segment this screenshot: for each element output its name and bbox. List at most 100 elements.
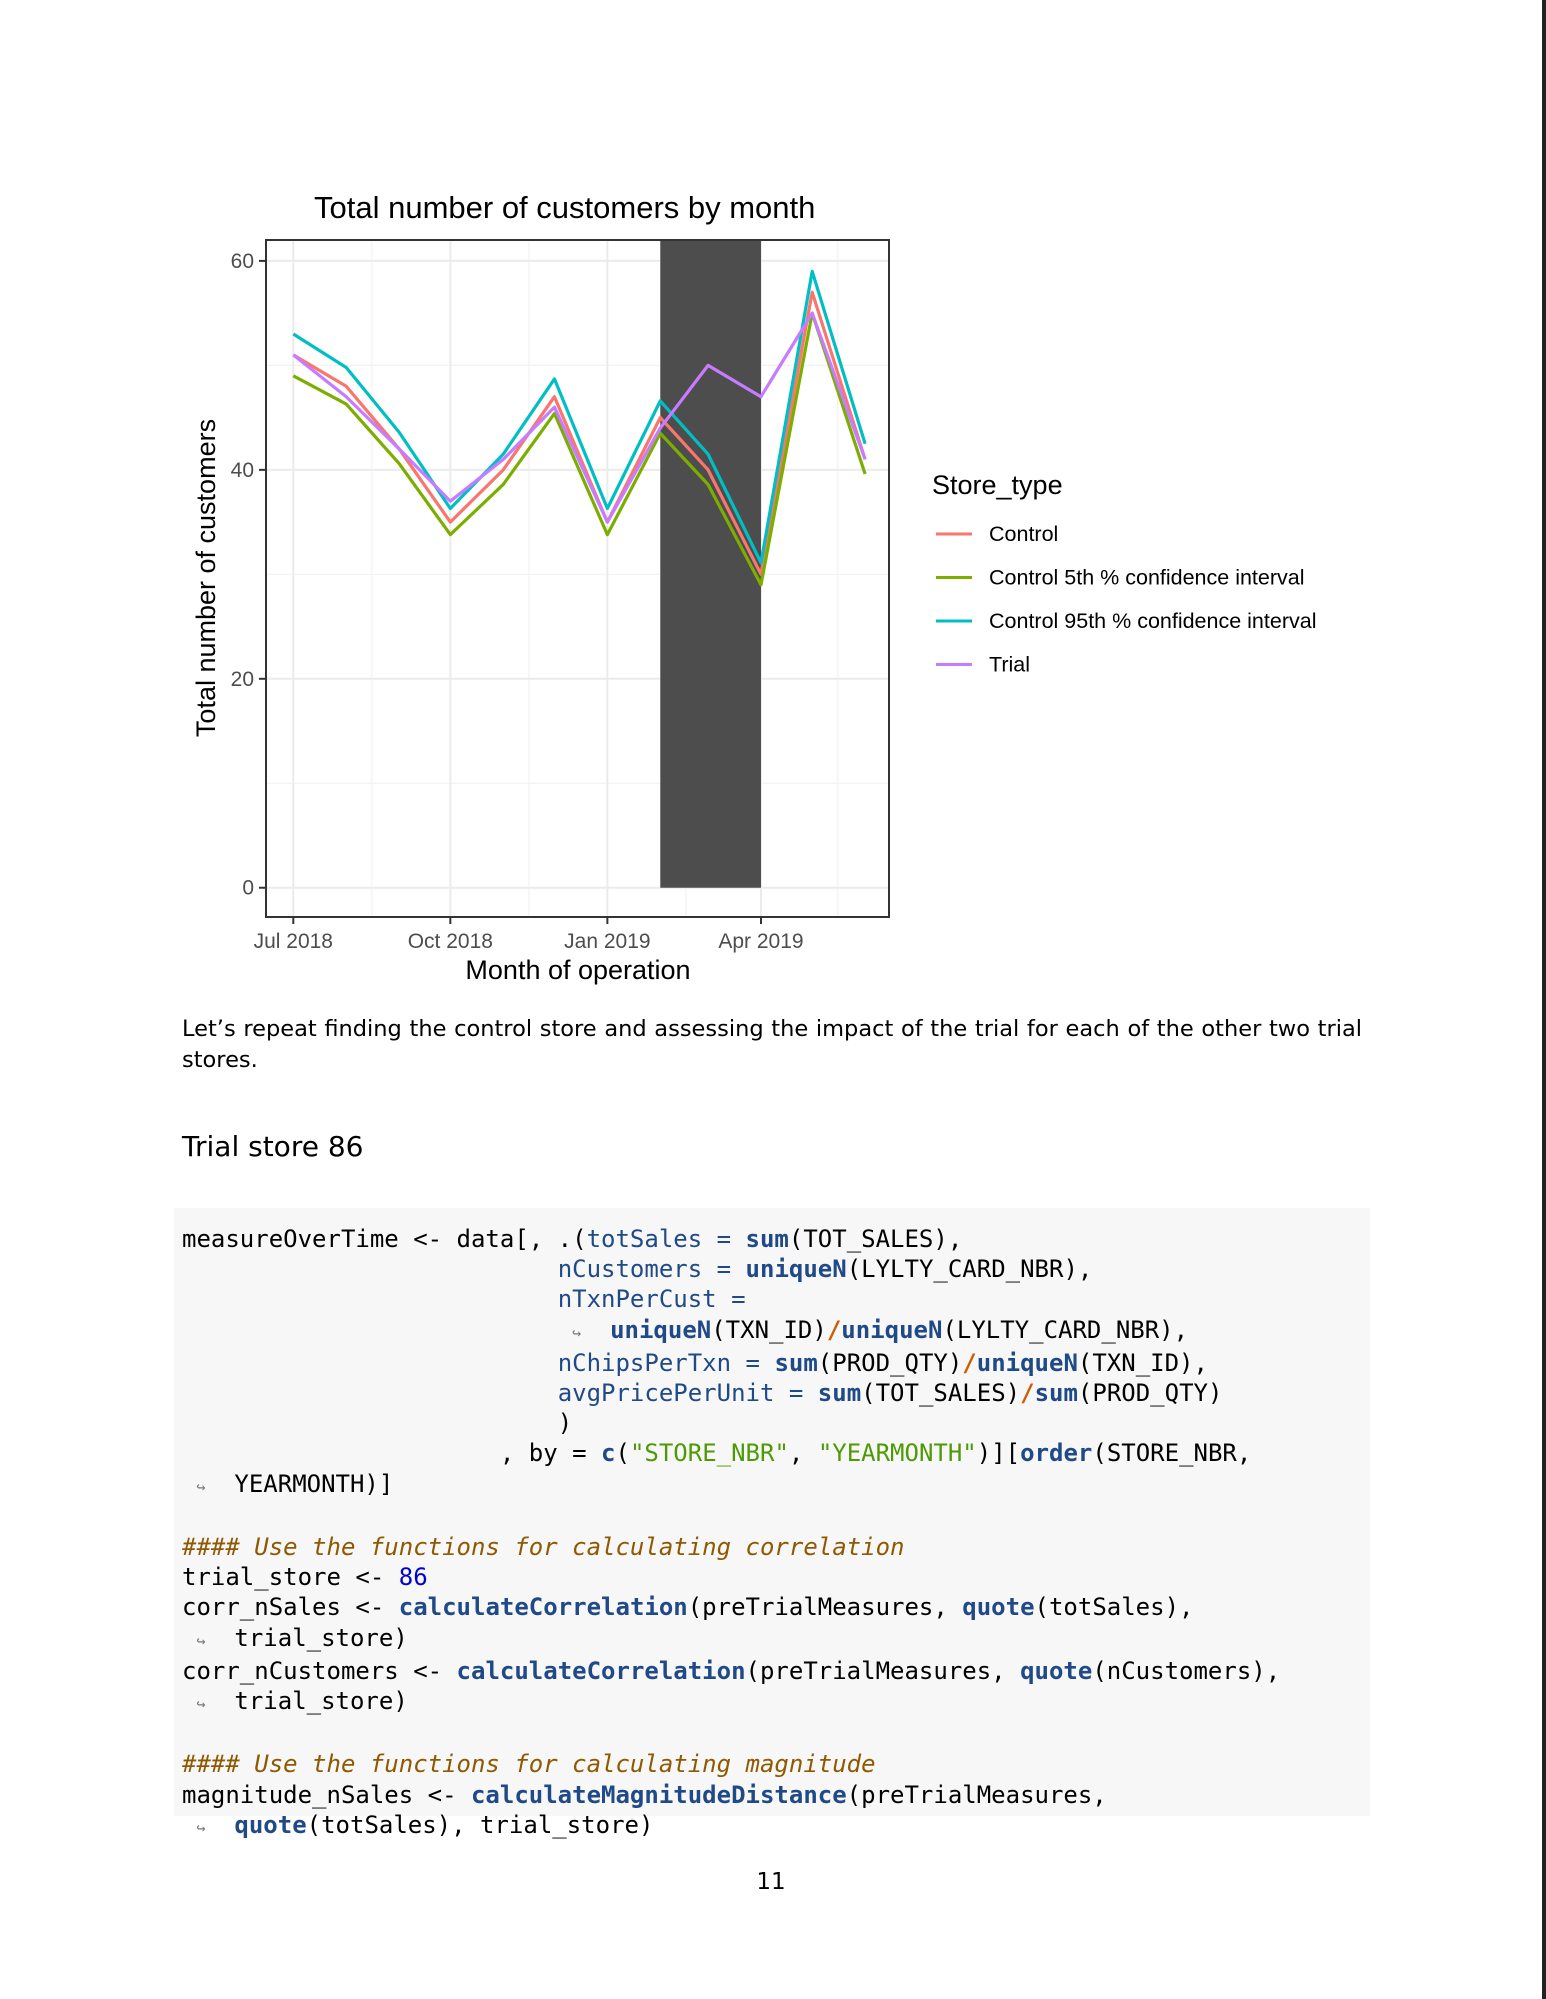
code-token: ,	[788, 1439, 818, 1468]
code-token: quote	[962, 1593, 1035, 1622]
page-edge-border	[1542, 0, 1546, 1999]
code-token: (PROD_QTY)	[817, 1348, 963, 1377]
series-line	[292, 311, 867, 587]
code-token: (	[615, 1439, 630, 1468]
line-continuation-icon: ↪	[572, 1323, 582, 1342]
code-token: uniqueN	[976, 1348, 1078, 1377]
code-token: uniqueN	[745, 1255, 847, 1284]
code-text: measureOverTime <- data[, .(totSales = s…	[182, 1224, 1280, 1843]
code-comment: #### Use the functions for calculating c…	[182, 1533, 905, 1562]
y-tick-label: 0	[242, 877, 254, 900]
body-paragraph: Let’s repeat finding the control store a…	[182, 1016, 1362, 1073]
code-token: (LYLTY_CARD_NBR),	[846, 1255, 1093, 1284]
code-token: (TOT_SALES)	[861, 1379, 1021, 1408]
code-comment: #### Use the functions for calculating m…	[182, 1750, 876, 1779]
code-token: avgPricePerUnit	[557, 1379, 775, 1408]
y-axis: 0 20 40 60	[231, 250, 266, 900]
code-token: YEARMONTH)]	[234, 1469, 394, 1498]
code-token: trial_store)	[234, 1623, 408, 1652]
code-token: /	[826, 1315, 842, 1344]
x-tick-label: Oct 2018	[408, 930, 493, 953]
code-token: uniqueN	[610, 1315, 712, 1344]
code-token: , by =	[499, 1439, 602, 1468]
code-token: measureOverTime <- data[, .(	[182, 1225, 587, 1253]
x-tick-label: Jan 2019	[564, 930, 650, 953]
code-token: nTxnPerCust	[557, 1285, 717, 1314]
y-tick-label: 20	[231, 668, 254, 691]
code-token: =	[716, 1285, 746, 1314]
code-token: sum	[1034, 1379, 1078, 1408]
code-token: uniqueN	[841, 1315, 943, 1344]
code-token: (totSales), trial_store)	[306, 1810, 654, 1839]
legend-label: Control 5th % confidence interval	[989, 566, 1305, 590]
code-token: totSales	[586, 1225, 703, 1253]
panel-border	[265, 239, 890, 918]
series-line	[292, 311, 867, 524]
x-tick-label: Apr 2019	[718, 930, 803, 953]
code-token: sum	[817, 1379, 862, 1408]
x-tick-label: Jul 2018	[254, 930, 333, 953]
code-token: corr_nSales <-	[182, 1593, 399, 1622]
code-token: (preTrialMeasures,	[846, 1780, 1107, 1809]
code-token: trial_store <-	[182, 1563, 399, 1592]
legend-label: Control 95th % confidence interval	[989, 609, 1316, 633]
chart-title: Total number of customers by month	[314, 190, 815, 225]
page-number: 11	[756, 1869, 786, 1895]
code-token: )	[557, 1409, 573, 1438]
line-continuation-icon: ↪	[196, 1695, 206, 1714]
line-continuation-icon: ↪	[196, 1477, 206, 1496]
code-token: magnitude_nSales <-	[182, 1780, 471, 1809]
code-token: =	[774, 1379, 818, 1408]
code-token: sum	[774, 1348, 818, 1377]
code-token: (LYLTY_CARD_NBR),	[942, 1315, 1189, 1344]
y-tick-label: 40	[231, 459, 254, 482]
line-continuation-icon: ↪	[196, 1818, 206, 1837]
code-token: calculateCorrelation	[456, 1656, 746, 1685]
code-token: (TXN_ID),	[1077, 1348, 1208, 1377]
x-axis: Jul 2018 Oct 2018 Jan 2019 Apr 2019	[254, 917, 804, 953]
code-token: quote	[234, 1810, 307, 1839]
code-token: (preTrialMeasures,	[745, 1656, 1021, 1685]
code-token: /	[962, 1348, 977, 1377]
code-token: /	[1020, 1379, 1035, 1408]
code-token: (preTrialMeasures,	[687, 1593, 963, 1622]
legend-title: Store_type	[932, 470, 1063, 500]
trial-period-band	[660, 240, 761, 888]
legend-items: Control Control 5th % confidence interval…	[936, 522, 1316, 677]
code-token: "STORE_NBR"	[629, 1439, 789, 1468]
code-token: quote	[1020, 1656, 1093, 1685]
y-axis-title: Total number of customers	[191, 419, 221, 737]
code-block: measureOverTime <- data[, .(totSales = s…	[174, 1208, 1370, 1839]
code-token: 86	[398, 1563, 428, 1592]
code-token: (STORE_NBR,	[1092, 1439, 1252, 1468]
code-token: c	[601, 1439, 616, 1468]
code-token: nCustomers	[557, 1255, 703, 1284]
code-token: (totSales),	[1034, 1593, 1194, 1622]
code-token: calculateMagnitudeDistance	[470, 1780, 847, 1809]
series-line	[292, 269, 867, 565]
legend-label: Control	[989, 522, 1058, 546]
code-token: trial_store)	[234, 1687, 408, 1716]
code-token: =	[702, 1225, 746, 1253]
code-token: (TOT_SALES),	[788, 1225, 963, 1253]
code-token: =	[702, 1255, 746, 1284]
code-token: order	[1020, 1439, 1093, 1468]
code-token: (PROD_QTY)	[1077, 1379, 1223, 1408]
line-continuation-icon: ↪	[196, 1631, 206, 1650]
code-token: "YEARMONTH"	[817, 1439, 977, 1468]
code-token: =	[731, 1348, 775, 1377]
section-heading: Trial store 86	[182, 1130, 364, 1163]
x-axis-title: Month of operation	[465, 955, 690, 985]
code-token: (TXN_ID)	[711, 1315, 827, 1344]
code-token: sum	[745, 1225, 789, 1253]
code-token: corr_nCustomers <-	[182, 1656, 457, 1685]
legend-label: Trial	[989, 653, 1030, 677]
code-token: (nCustomers),	[1092, 1656, 1281, 1685]
code-token: nChipsPerTxn	[557, 1348, 732, 1377]
code-token: )][	[976, 1439, 1021, 1468]
customers-by-month-chart: Total number of customers by month 0 20 40…	[191, 190, 1316, 985]
code-token: calculateCorrelation	[398, 1593, 688, 1622]
panel-background	[266, 240, 889, 917]
y-tick-label: 60	[231, 250, 254, 273]
legend: Store_type Control Control 5th % confiden…	[932, 470, 1316, 677]
